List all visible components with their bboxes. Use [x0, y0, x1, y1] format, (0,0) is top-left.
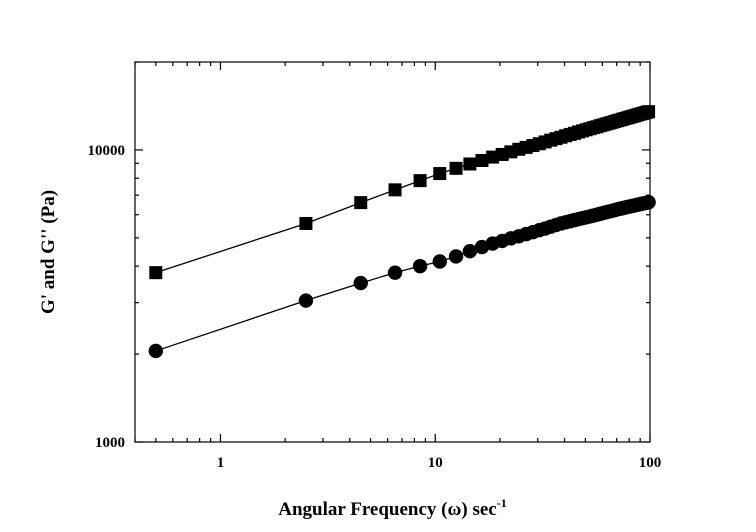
x-axis-label: Angular Frequency (ω) sec-1: [278, 496, 506, 520]
square-marker: [433, 167, 447, 181]
circle-marker: [353, 275, 368, 291]
square-marker: [149, 266, 163, 280]
plot-area: [134, 61, 651, 443]
square-marker: [299, 216, 313, 230]
data-series: [148, 105, 656, 359]
circle-marker: [298, 293, 314, 308]
x-tick-label: 1: [217, 455, 225, 471]
circle-marker: [387, 265, 403, 280]
circle-marker: [412, 258, 428, 274]
x-tick-label: 10: [428, 455, 443, 471]
series-circle: [148, 195, 656, 359]
square-marker: [475, 154, 489, 168]
plot-frame: [134, 61, 651, 443]
square-marker: [642, 105, 656, 119]
x-axis-label-text: Angular Frequency (ω) sec: [278, 499, 496, 520]
axis-tick-labels: 1 10 100 1000 10000: [88, 143, 662, 471]
circle-marker: [148, 343, 164, 359]
square-marker: [354, 196, 368, 210]
axis-ticks: [134, 61, 651, 443]
series-square: [149, 105, 656, 280]
square-marker: [463, 157, 477, 171]
circle-marker: [448, 249, 464, 264]
y-axis-label: G' and G'' (Pa): [38, 190, 59, 314]
y-tick-label: 1000: [95, 435, 125, 451]
x-axis-label-superscript: -1: [497, 496, 507, 510]
x-tick-label: 100: [639, 455, 662, 471]
square-marker: [388, 183, 402, 197]
circle-marker: [641, 195, 656, 210]
circle-marker: [432, 254, 447, 269]
square-marker: [413, 174, 427, 188]
circle-marker: [462, 244, 478, 259]
square-marker: [449, 161, 463, 175]
y-tick-label: 10000: [88, 143, 126, 159]
